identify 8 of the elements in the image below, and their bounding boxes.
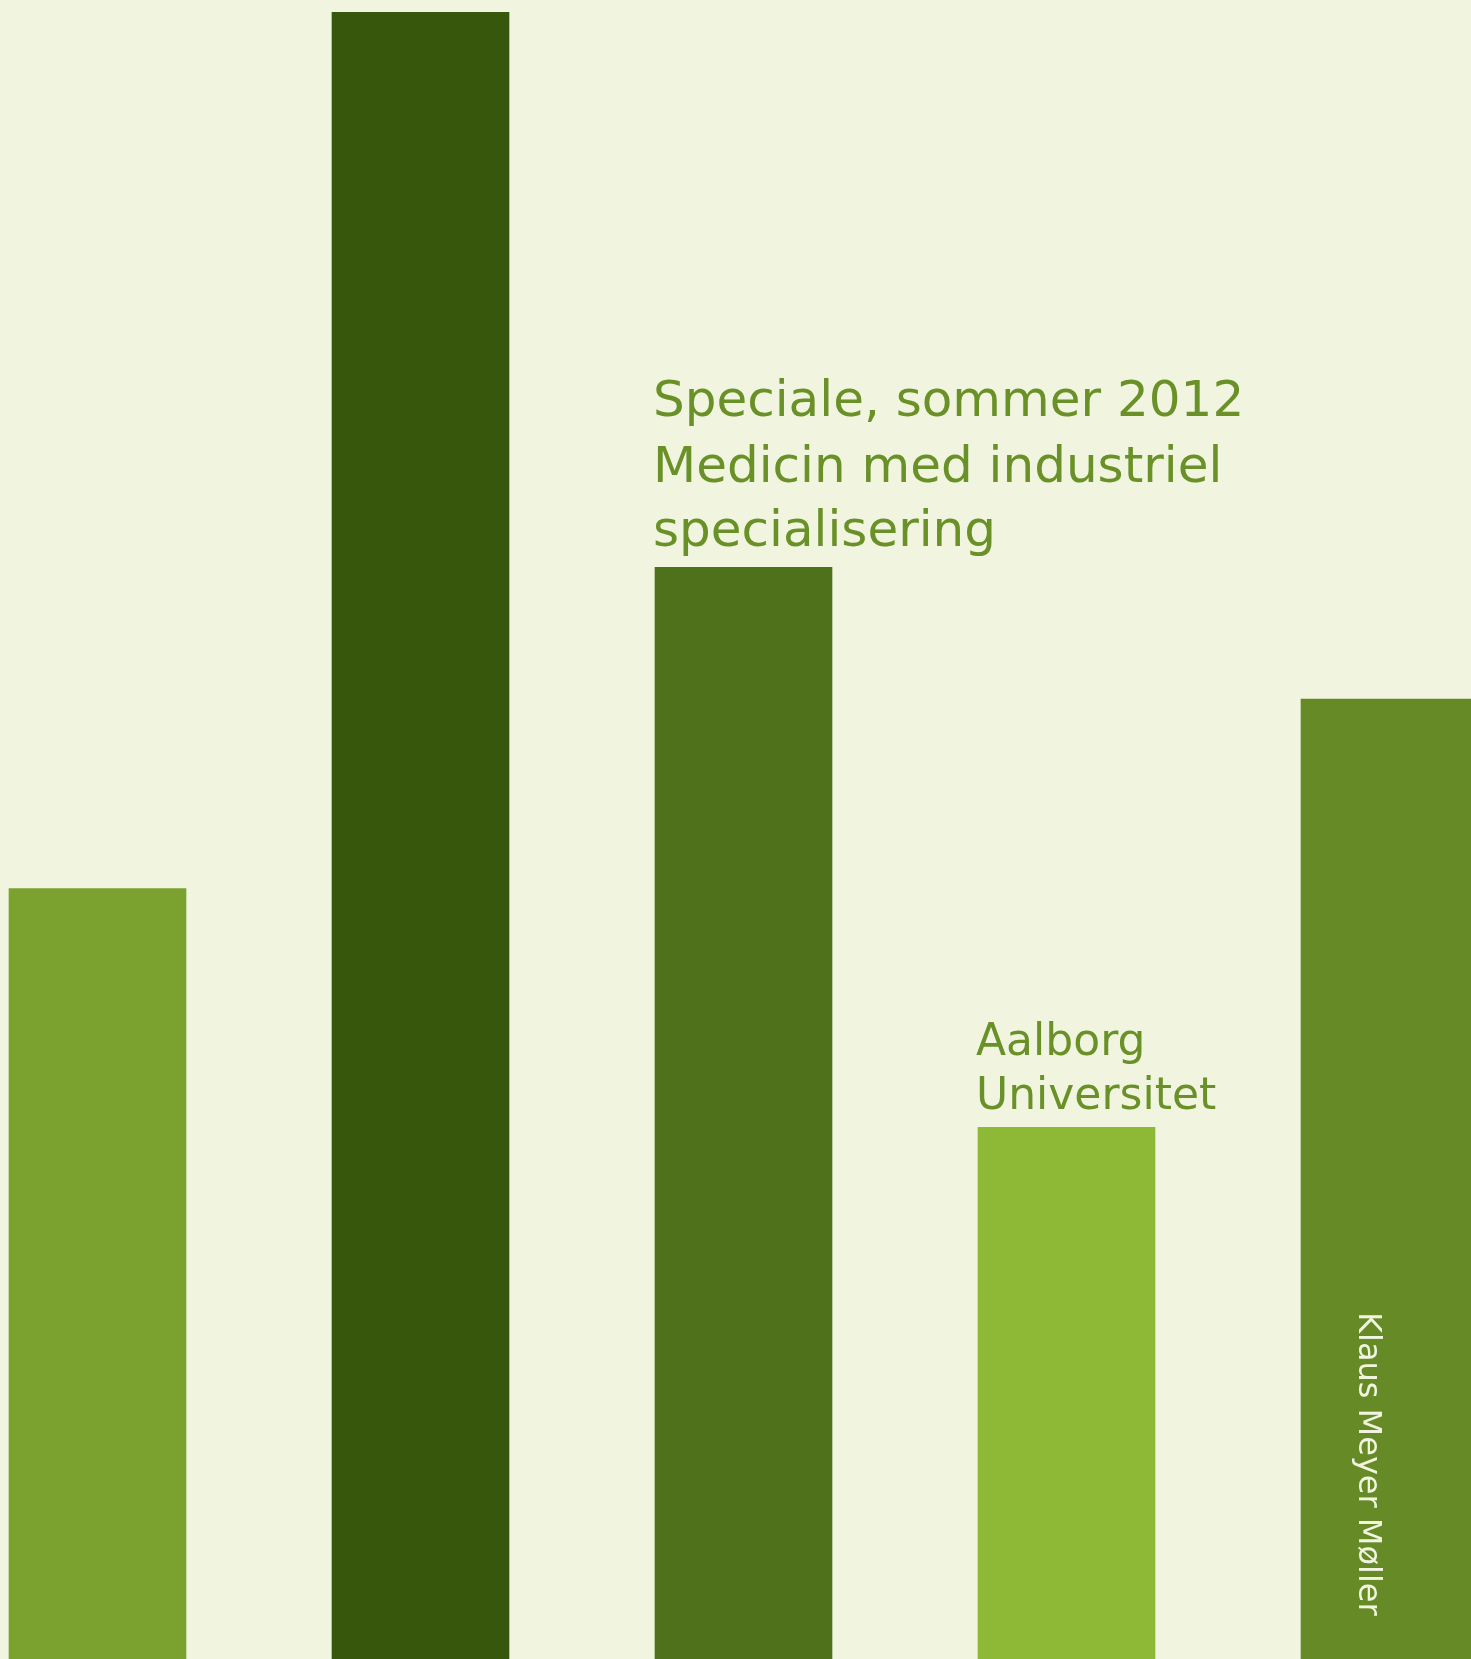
bar (654, 567, 833, 1659)
bar (8, 888, 187, 1659)
bar (977, 1127, 1156, 1659)
bar (331, 12, 510, 1659)
annotation: Klaus Meyer Møller (1351, 1312, 1389, 1617)
annotation: Aalborg Universitet (976, 1013, 1217, 1119)
text: Speciale, sommer 2012 (653, 370, 1245, 428)
text: Medicin med industriel specialisering (653, 436, 1239, 558)
